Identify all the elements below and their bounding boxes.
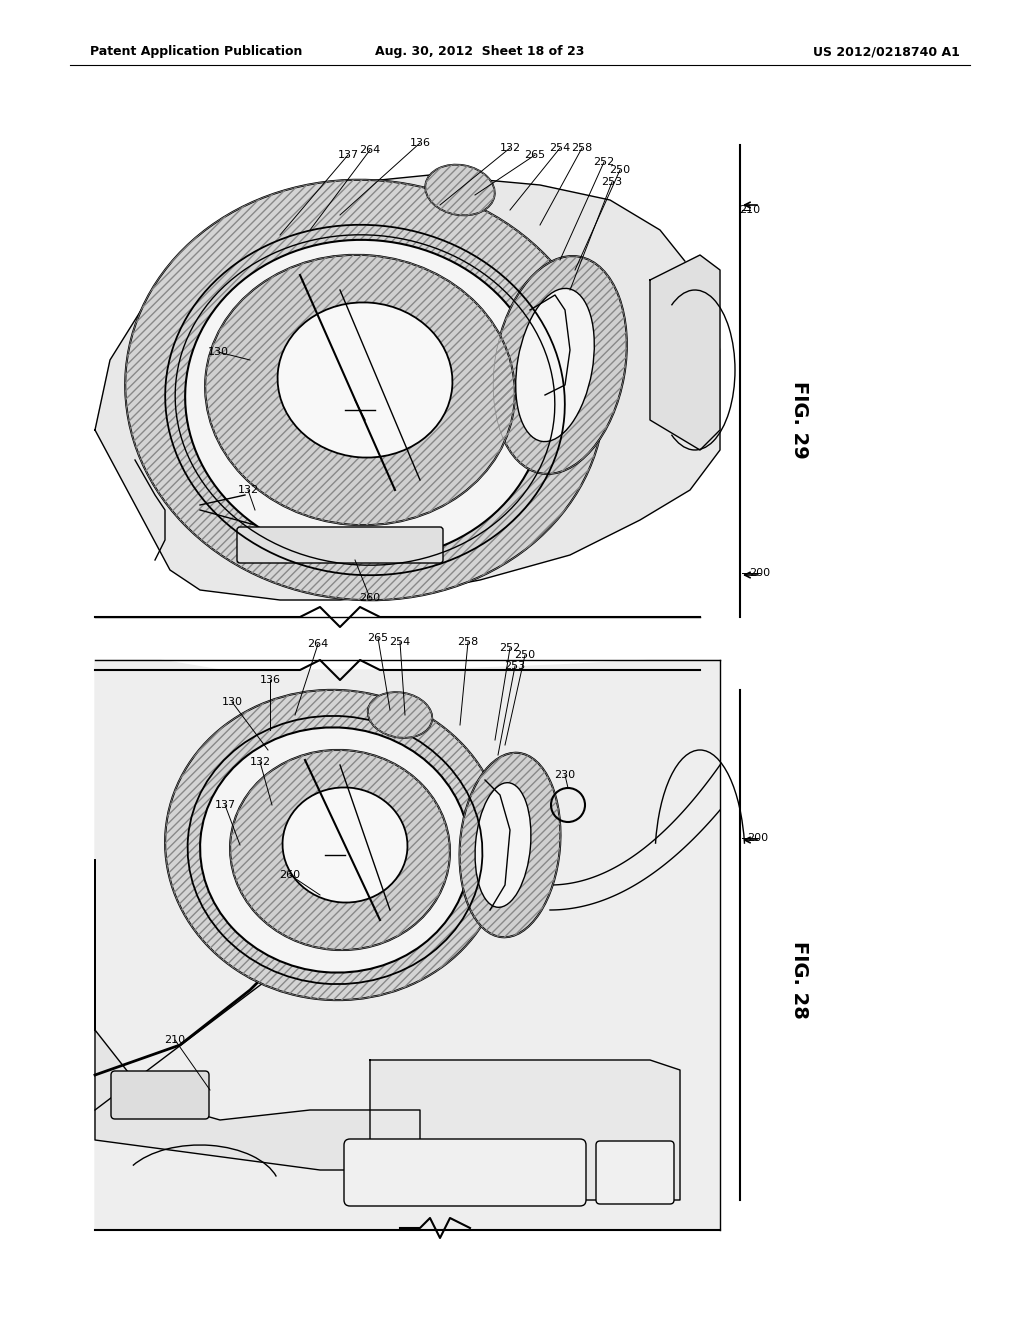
Text: 230: 230 [554,770,575,780]
Ellipse shape [185,240,545,560]
Text: US 2012/0218740 A1: US 2012/0218740 A1 [813,45,961,58]
Text: 252: 252 [500,643,520,653]
Polygon shape [95,660,720,1230]
Text: 130: 130 [221,697,243,708]
Text: 260: 260 [280,870,301,880]
Text: 265: 265 [368,634,388,643]
FancyBboxPatch shape [111,1071,209,1119]
Text: 200: 200 [750,568,771,578]
Ellipse shape [475,783,530,907]
Text: 264: 264 [307,639,329,649]
Text: 264: 264 [359,145,381,154]
Text: 258: 258 [458,638,478,647]
Text: 250: 250 [514,649,536,660]
Ellipse shape [125,180,605,601]
Ellipse shape [460,752,560,937]
Text: 254: 254 [549,143,570,153]
Polygon shape [95,861,420,1170]
Text: 260: 260 [359,593,381,603]
FancyBboxPatch shape [237,527,443,564]
Text: Aug. 30, 2012  Sheet 18 of 23: Aug. 30, 2012 Sheet 18 of 23 [376,45,585,58]
Ellipse shape [494,256,627,474]
Text: 210: 210 [165,1035,185,1045]
Ellipse shape [200,727,470,973]
FancyBboxPatch shape [344,1139,586,1206]
Ellipse shape [230,750,450,950]
Polygon shape [95,176,720,601]
Text: 258: 258 [571,143,593,153]
Ellipse shape [205,255,515,525]
Text: 253: 253 [505,661,525,671]
Text: 132: 132 [250,756,270,767]
Text: Patent Application Publication: Patent Application Publication [90,45,302,58]
Ellipse shape [368,692,432,738]
Text: 137: 137 [214,800,236,810]
Ellipse shape [278,302,453,458]
Ellipse shape [165,690,505,1001]
Text: 130: 130 [208,347,228,356]
Text: 132: 132 [500,143,520,153]
Ellipse shape [425,165,495,215]
Text: 265: 265 [524,150,546,160]
Text: 137: 137 [338,150,358,160]
Text: FIG. 29: FIG. 29 [790,381,809,459]
Text: 136: 136 [259,675,281,685]
Polygon shape [370,1060,680,1200]
Text: 253: 253 [601,177,623,187]
Text: 252: 252 [593,157,614,168]
FancyBboxPatch shape [596,1140,674,1204]
Text: 200: 200 [748,833,769,843]
Polygon shape [650,255,720,450]
Text: FIG. 28: FIG. 28 [790,941,809,1019]
Text: 210: 210 [739,205,761,215]
Ellipse shape [283,788,408,903]
Text: 136: 136 [410,139,430,148]
Ellipse shape [516,288,594,442]
Text: 132: 132 [238,484,259,495]
Text: 254: 254 [389,638,411,647]
Text: 250: 250 [609,165,631,176]
